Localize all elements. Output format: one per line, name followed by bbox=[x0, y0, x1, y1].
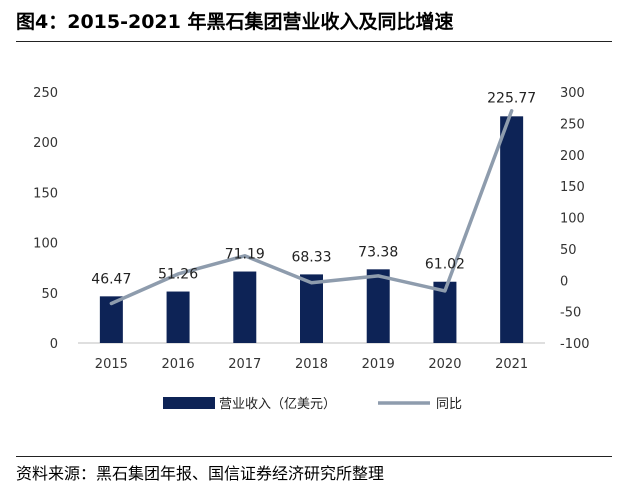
right-tick-label: 100 bbox=[560, 212, 585, 227]
figure-title: 图4：2015-2021 年黑石集团营业收入及同比增速 bbox=[16, 11, 454, 33]
bar-value-label: 61.02 bbox=[425, 257, 465, 273]
right-tick-label: 300 bbox=[560, 86, 585, 101]
bar-value-label: 73.38 bbox=[358, 244, 398, 260]
legend-label-yoy: 同比 bbox=[436, 397, 462, 412]
right-tick-label: 0 bbox=[560, 274, 568, 289]
bar-value-label: 46.47 bbox=[91, 271, 131, 287]
x-tick-label: 2019 bbox=[362, 357, 395, 372]
legend-swatch-revenue bbox=[163, 397, 215, 409]
x-tick-label: 2015 bbox=[95, 357, 128, 372]
x-tick-label: 2020 bbox=[428, 357, 461, 372]
revenue-bar bbox=[166, 291, 190, 343]
revenue-bar bbox=[433, 281, 457, 343]
left-tick-label: 100 bbox=[33, 237, 58, 252]
legend: 营业收入（亿美元） 同比 bbox=[163, 397, 462, 412]
x-axis-ticks: 2015 2016 2017 2018 2019 2020 2021 bbox=[95, 357, 528, 372]
line-series bbox=[109, 109, 514, 306]
bar-value-label: 71.19 bbox=[225, 247, 265, 263]
yoy-growth-point bbox=[444, 290, 446, 292]
revenue-bar bbox=[500, 116, 524, 343]
left-tick-label: 0 bbox=[50, 337, 58, 352]
left-tick-label: 50 bbox=[41, 287, 58, 302]
right-tick-label: -50 bbox=[560, 306, 581, 321]
source-note: 资料来源：黑石集团年报、国信证券经济研究所整理 bbox=[16, 464, 385, 483]
source-divider bbox=[16, 456, 612, 457]
right-tick-label: 150 bbox=[560, 180, 585, 195]
left-tick-label: 200 bbox=[33, 136, 58, 151]
yoy-growth-point bbox=[377, 275, 379, 277]
revenue-bar bbox=[300, 274, 323, 343]
yoy-growth-point bbox=[511, 110, 513, 112]
yoy-growth-point bbox=[110, 302, 112, 304]
x-tick-label: 2017 bbox=[228, 357, 261, 372]
left-tick-label: 150 bbox=[33, 186, 58, 201]
yoy-growth-point bbox=[177, 273, 179, 275]
x-tick-label: 2021 bbox=[495, 357, 528, 372]
yoy-growth-point bbox=[311, 282, 312, 284]
right-tick-label: 200 bbox=[560, 149, 585, 164]
legend-label-revenue: 营业收入（亿美元） bbox=[219, 397, 336, 412]
right-tick-label: 250 bbox=[560, 117, 585, 132]
revenue-bar bbox=[99, 296, 123, 343]
revenue-bar bbox=[366, 269, 390, 343]
bar-data-labels: 46.47 51.26 71.19 68.33 73.38 61.02 225.77 bbox=[91, 90, 536, 287]
left-tick-label: 250 bbox=[33, 86, 58, 101]
bar-series bbox=[99, 116, 524, 343]
left-axis-ticks: 0 50 100 150 200 250 bbox=[33, 86, 58, 352]
title-divider bbox=[16, 41, 612, 42]
bar-value-label: 68.33 bbox=[291, 249, 331, 265]
combo-chart: 0 50 100 150 200 250 -100 -50 0 50 100 150 200 250 30… bbox=[33, 86, 590, 412]
right-tick-label: 50 bbox=[560, 243, 577, 258]
bar-value-label: 225.77 bbox=[487, 90, 536, 106]
revenue-bar bbox=[233, 271, 257, 343]
right-tick-label: -100 bbox=[560, 337, 590, 352]
yoy-growth-point bbox=[244, 255, 246, 257]
x-tick-label: 2018 bbox=[295, 357, 328, 372]
right-axis-ticks: -100 -50 0 50 100 150 200 250 300 bbox=[560, 86, 590, 352]
x-tick-label: 2016 bbox=[162, 357, 195, 372]
bar-value-label: 51.26 bbox=[158, 267, 198, 283]
